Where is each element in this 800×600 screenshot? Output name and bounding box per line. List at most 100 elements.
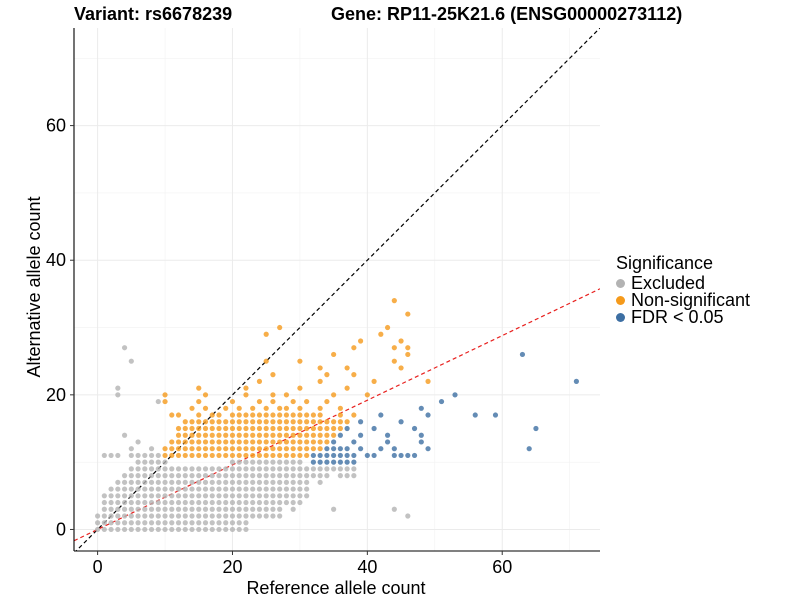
point-excluded <box>243 459 249 465</box>
point-non-significant <box>331 419 337 425</box>
point-non-significant <box>310 425 316 432</box>
point-non-significant <box>189 446 195 452</box>
point-excluded <box>148 452 155 459</box>
point-non-significant <box>243 439 249 445</box>
point-fdr-0-05 <box>337 459 343 465</box>
point-excluded <box>229 499 236 506</box>
point-excluded <box>135 526 141 533</box>
point-excluded <box>196 520 202 526</box>
point-excluded <box>121 506 128 512</box>
point-excluded <box>128 499 134 506</box>
point-excluded <box>169 520 175 526</box>
point-excluded <box>148 473 155 479</box>
point-fdr-0-05 <box>344 425 350 432</box>
point-excluded <box>216 466 222 472</box>
point-excluded <box>250 506 256 512</box>
point-excluded <box>243 466 249 472</box>
point-non-significant <box>263 358 269 364</box>
point-excluded <box>243 473 249 479</box>
point-excluded <box>263 493 269 499</box>
point-excluded <box>243 520 249 526</box>
point-fdr-0-05 <box>344 446 350 452</box>
point-excluded <box>209 499 215 506</box>
point-excluded <box>283 493 290 499</box>
point-excluded <box>209 493 215 499</box>
point-fdr-0-05 <box>358 419 364 425</box>
point-excluded <box>216 473 222 479</box>
point-excluded <box>256 479 263 485</box>
x-tick-label: 40 <box>357 557 377 577</box>
legend-item-excluded: Excluded <box>616 274 750 292</box>
point-excluded <box>115 385 121 391</box>
point-non-significant <box>317 446 323 452</box>
point-excluded <box>344 466 350 472</box>
point-excluded <box>135 479 141 485</box>
point-excluded <box>209 466 215 472</box>
point-excluded <box>256 506 263 512</box>
point-excluded <box>209 526 215 533</box>
point-non-significant <box>304 439 310 445</box>
point-non-significant <box>324 425 330 432</box>
point-excluded <box>115 499 121 506</box>
point-fdr-0-05 <box>398 419 404 425</box>
point-non-significant <box>304 432 310 438</box>
point-excluded <box>189 499 195 506</box>
point-excluded <box>256 499 263 506</box>
point-excluded <box>209 486 215 492</box>
point-fdr-0-05 <box>364 452 370 459</box>
point-non-significant <box>162 452 168 459</box>
point-excluded <box>142 473 148 479</box>
point-non-significant <box>256 378 263 384</box>
point-fdr-0-05 <box>378 412 384 418</box>
point-excluded <box>229 526 236 533</box>
point-non-significant <box>250 419 256 425</box>
point-excluded <box>148 486 155 492</box>
point-non-significant <box>358 338 364 344</box>
point-excluded <box>337 466 343 472</box>
point-excluded <box>175 479 182 485</box>
point-excluded <box>243 493 249 499</box>
point-excluded <box>270 493 276 499</box>
point-excluded <box>297 459 303 465</box>
point-non-significant <box>405 351 411 358</box>
point-fdr-0-05 <box>337 446 343 452</box>
point-non-significant <box>229 425 236 432</box>
point-non-significant <box>331 392 337 398</box>
point-non-significant <box>331 425 337 432</box>
point-excluded <box>115 506 121 512</box>
point-excluded <box>297 493 303 499</box>
point-excluded <box>223 473 229 479</box>
point-non-significant <box>209 432 215 438</box>
point-excluded <box>304 486 310 492</box>
point-excluded <box>155 452 161 459</box>
point-non-significant <box>169 412 175 418</box>
point-non-significant <box>169 446 175 452</box>
point-fdr-0-05 <box>331 446 337 452</box>
point-excluded <box>148 520 155 526</box>
point-fdr-0-05 <box>358 432 364 438</box>
grid-lines <box>74 28 600 551</box>
point-non-significant <box>189 405 195 411</box>
legend-title: Significance <box>616 253 714 273</box>
point-non-significant <box>304 419 310 425</box>
point-excluded <box>128 452 134 459</box>
point-excluded <box>216 513 222 519</box>
point-excluded <box>283 479 290 485</box>
point-non-significant <box>182 425 188 432</box>
point-non-significant <box>283 432 290 438</box>
point-excluded <box>101 506 107 512</box>
point-excluded <box>223 513 229 519</box>
point-non-significant <box>189 425 195 432</box>
point-excluded <box>250 486 256 492</box>
point-non-significant <box>223 405 229 411</box>
point-excluded <box>169 486 175 492</box>
point-non-significant <box>196 385 202 391</box>
point-excluded <box>256 459 263 465</box>
point-excluded <box>115 520 121 526</box>
point-excluded <box>202 493 209 499</box>
point-non-significant <box>270 432 276 438</box>
point-excluded <box>337 473 343 479</box>
point-excluded <box>162 479 168 485</box>
point-excluded <box>128 506 134 512</box>
point-excluded <box>256 466 263 472</box>
